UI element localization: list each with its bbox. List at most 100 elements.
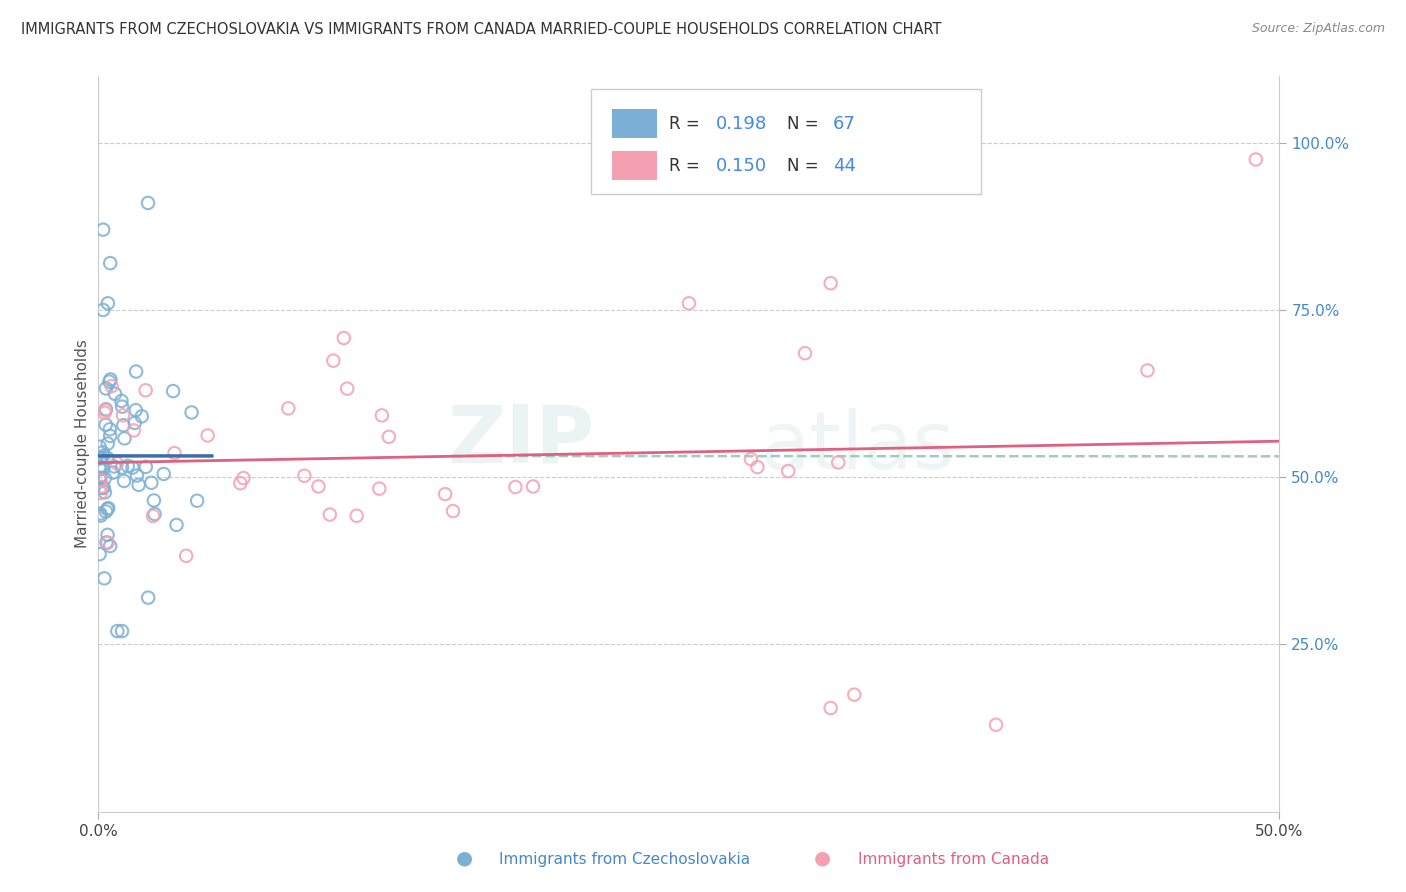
Point (368, 482, 391, 496)
Point (778, 464, 800, 478)
Point (97, 501, 120, 516)
Point (441, 504, 464, 518)
Point (136, 195, 159, 210)
Point (174, 549, 197, 563)
Point (105, 624, 128, 639)
Text: Immigrants from Czechoslovakia: Immigrants from Czechoslovakia (499, 852, 751, 867)
Point (166, 517, 188, 532)
Point (336, 382, 359, 396)
Point (110, 393, 132, 408)
Point (128, 478, 150, 492)
FancyBboxPatch shape (591, 89, 980, 194)
Point (96, 528, 118, 542)
Point (111, 409, 134, 423)
Point (90, 473, 112, 487)
Point (197, 428, 219, 442)
Point (844, 688, 866, 702)
Point (984, 717, 1007, 731)
Point (114, 431, 136, 445)
Point (180, 405, 202, 419)
Text: 67: 67 (832, 115, 856, 133)
Point (186, 493, 208, 508)
Point (97, 535, 120, 549)
Point (135, 384, 157, 398)
Point (1136, 363, 1159, 377)
Point (747, 460, 769, 475)
Text: ●: ● (814, 848, 831, 867)
Point (163, 446, 186, 460)
Point (125, 468, 148, 483)
Point (90, 480, 112, 494)
Point (1244, 153, 1267, 167)
Point (93, 571, 115, 585)
Point (91, 449, 114, 463)
Point (794, 346, 817, 360)
Point (91, 445, 114, 459)
Point (104, 386, 127, 401)
Point (91, 302, 114, 317)
Point (93, 406, 115, 420)
Point (112, 474, 135, 488)
Point (121, 460, 143, 475)
Point (292, 468, 315, 483)
Point (232, 471, 254, 485)
Point (820, 701, 842, 715)
Text: atlas: atlas (759, 409, 955, 486)
Point (94, 382, 117, 396)
Point (91, 462, 114, 476)
Point (522, 479, 544, 493)
Point (98, 429, 121, 443)
Point (111, 400, 134, 414)
Point (97, 296, 120, 310)
Point (122, 424, 145, 438)
Point (98, 539, 121, 553)
Point (141, 475, 163, 490)
Point (378, 430, 401, 444)
Point (100, 372, 122, 386)
Point (97, 436, 120, 450)
Point (90, 508, 112, 523)
Point (98, 375, 121, 389)
Point (89, 440, 111, 454)
Text: Source: ZipAtlas.com: Source: ZipAtlas.com (1251, 22, 1385, 36)
Point (89, 547, 111, 561)
Point (91, 222, 114, 236)
Point (112, 418, 135, 433)
Point (105, 456, 128, 470)
Point (100, 379, 122, 393)
Point (91, 481, 114, 495)
Point (89, 459, 111, 474)
Point (89, 451, 111, 466)
Point (90, 450, 112, 465)
Point (94, 504, 117, 518)
Text: R =: R = (669, 157, 704, 175)
Point (152, 467, 174, 481)
Text: N =: N = (787, 157, 824, 175)
Point (229, 476, 252, 491)
Point (740, 452, 762, 467)
Point (98, 422, 121, 436)
Point (89, 462, 111, 476)
Point (97, 451, 120, 466)
Point (111, 460, 134, 475)
Point (434, 487, 457, 501)
Point (94, 485, 117, 500)
Point (117, 458, 139, 473)
Point (142, 508, 165, 523)
Point (96, 535, 118, 549)
Point (142, 493, 165, 508)
Point (143, 507, 166, 521)
Point (94, 417, 117, 432)
Point (827, 455, 849, 469)
Bar (612, 109, 657, 138)
Point (131, 409, 153, 424)
Text: N =: N = (787, 115, 824, 133)
Point (678, 296, 700, 310)
Point (101, 466, 124, 480)
Text: IMMIGRANTS FROM CZECHOSLOVAKIA VS IMMIGRANTS FROM CANADA MARRIED-COUPLE HOUSEHOL: IMMIGRANTS FROM CZECHOSLOVAKIA VS IMMIGR… (21, 22, 942, 37)
Point (322, 353, 344, 368)
Text: Immigrants from Canada: Immigrants from Canada (858, 852, 1049, 867)
Point (333, 331, 356, 345)
Point (94, 403, 117, 417)
Point (89, 471, 111, 485)
